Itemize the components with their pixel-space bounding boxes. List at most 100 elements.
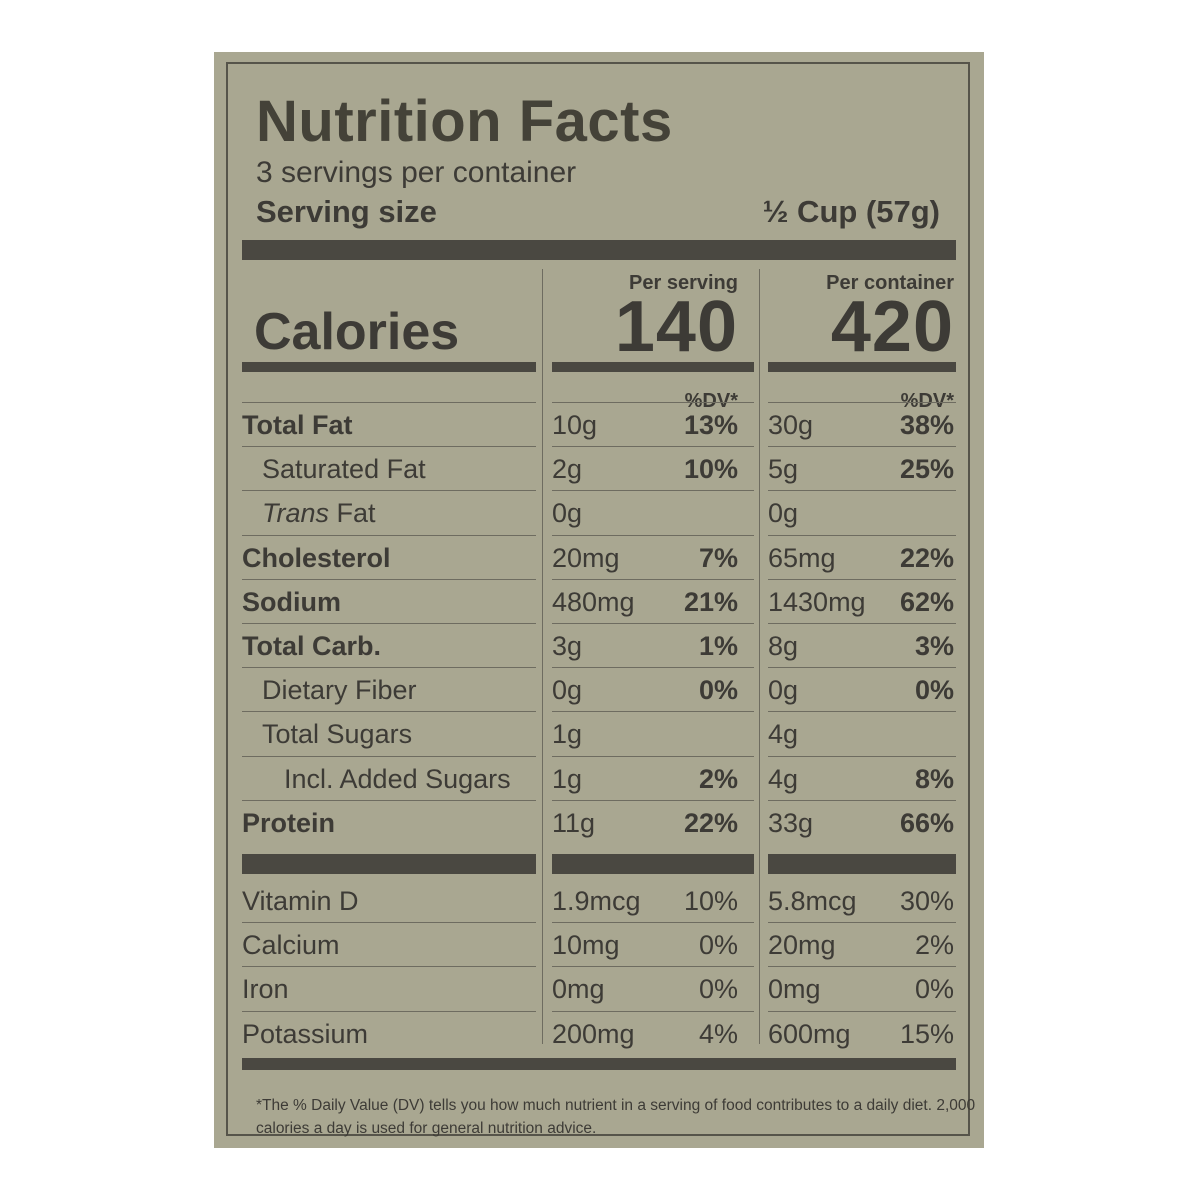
serving-dv: 2%	[698, 763, 738, 794]
serving-dv: 0%	[698, 974, 738, 1005]
row-rule	[242, 667, 536, 669]
row-rule	[552, 534, 754, 536]
mid-thick-rule-col1	[242, 854, 536, 874]
calories-per-serving: 140	[614, 287, 738, 367]
serving-dv: 7%	[698, 542, 738, 573]
per-serving-label: Per serving	[629, 272, 738, 294]
container-amount: 0mg	[768, 974, 821, 1005]
row-rule	[768, 922, 956, 924]
row-rule	[242, 490, 536, 492]
serving-amount: 0g	[552, 498, 583, 529]
container-amount: 5g	[768, 454, 799, 485]
container-amount: 30g	[768, 410, 814, 440]
nutrient-name: Incl. Added Sugars	[284, 763, 511, 794]
container-amount: 4g	[768, 763, 799, 794]
calories-per-container: 420	[830, 287, 954, 367]
row-rule	[552, 667, 754, 669]
row-rule	[768, 578, 956, 580]
nutrition-label-border: Nutrition Facts 3 servings per container…	[226, 62, 975, 1137]
container-dv: 62%	[899, 586, 954, 617]
nutrient-name-italic: Trans	[262, 498, 330, 529]
serving-amount: 10mg	[552, 930, 620, 961]
serving-dv: 0%	[698, 930, 738, 961]
serving-dv: 4%	[698, 1018, 738, 1049]
column-divider-2	[759, 269, 760, 1044]
serving-size-label: Serving size	[256, 194, 437, 229]
row-rule	[242, 799, 536, 801]
row-rule	[768, 667, 956, 669]
nutrient-name: Cholesterol	[242, 542, 391, 573]
calories-rule-col2	[552, 362, 754, 372]
nutrient-name: Protein	[242, 807, 336, 838]
row-rule	[552, 623, 754, 624]
container-amount: 600mg	[768, 1018, 851, 1049]
serving-size-value: ½ Cup (57g)	[762, 194, 940, 229]
serving-amount: 3g	[552, 631, 583, 661]
serving-amount: 0mg	[552, 974, 605, 1005]
row-rule	[552, 966, 754, 968]
serving-dv: 10%	[683, 886, 738, 916]
container-amount: 8g	[768, 631, 799, 661]
row-rule	[768, 623, 956, 624]
serving-amount: 1g	[552, 719, 583, 750]
row-rule	[768, 799, 956, 801]
bottom-thick-rule	[242, 1058, 956, 1070]
dv-header-serving: %DV*	[684, 390, 738, 412]
nutrition-label: Nutrition Facts 3 servings per container…	[214, 52, 984, 1148]
mid-thick-rule-col2	[552, 854, 754, 874]
row-rule	[552, 755, 754, 757]
calories-rule-col1	[242, 362, 536, 372]
serving-amount: 11g	[552, 807, 596, 838]
container-amount: 65mg	[768, 542, 836, 573]
row-rule	[242, 623, 536, 624]
calories-label: Calories	[254, 303, 460, 361]
serving-amount: 20mg	[552, 542, 620, 573]
serving-dv: 1%	[698, 631, 738, 661]
container-dv: 66%	[899, 807, 954, 838]
container-amount: 0g	[768, 675, 799, 706]
serving-amount: 2g	[552, 454, 583, 485]
container-amount: 0g	[768, 498, 799, 529]
row-rule	[552, 490, 754, 492]
row-rule	[242, 402, 536, 403]
row-rule	[552, 402, 754, 403]
container-dv: 15%	[899, 1018, 954, 1049]
row-rule	[552, 711, 754, 713]
nutrient-name: Total Fat	[242, 410, 353, 440]
container-dv: 3%	[914, 631, 954, 661]
row-rule	[242, 966, 536, 968]
serving-amount: 480mg	[552, 586, 635, 617]
nutrient-name: Sodium	[242, 586, 341, 617]
row-rule	[768, 1010, 956, 1012]
micronutrient-name: Vitamin D	[242, 886, 359, 916]
container-amount: 20mg	[768, 930, 836, 961]
top-thick-rule	[242, 240, 956, 260]
container-dv: 25%	[899, 454, 954, 485]
container-amount: 33g	[768, 807, 814, 838]
row-rule	[552, 1010, 754, 1012]
serving-amount: 1.9mcg	[552, 886, 641, 916]
row-rule	[242, 922, 536, 924]
serving-dv: 22%	[683, 807, 738, 838]
nutrient-name: Saturated Fat	[262, 454, 426, 485]
nutrition-facts-title: Nutrition Facts	[256, 89, 673, 154]
nutrient-name-rest: Fat	[329, 498, 376, 529]
row-rule	[242, 711, 536, 713]
row-rule	[768, 446, 956, 448]
calories-rule-col3	[768, 362, 956, 372]
serving-amount: 10g	[552, 410, 598, 440]
row-rule	[242, 578, 536, 580]
container-dv: 30%	[899, 886, 954, 916]
container-dv: 0%	[914, 675, 954, 706]
micronutrient-name: Potassium	[242, 1018, 369, 1049]
row-rule	[768, 490, 956, 492]
serving-dv: 13%	[683, 410, 738, 440]
container-amount: 4g	[768, 719, 799, 750]
row-rule	[552, 922, 754, 924]
row-rule	[242, 446, 536, 448]
mid-thick-rule-col3	[768, 854, 956, 874]
servings-per-container: 3 servings per container	[256, 156, 577, 189]
container-dv: 38%	[899, 410, 954, 440]
container-dv: 22%	[899, 542, 954, 573]
container-dv: 0%	[914, 974, 954, 1005]
